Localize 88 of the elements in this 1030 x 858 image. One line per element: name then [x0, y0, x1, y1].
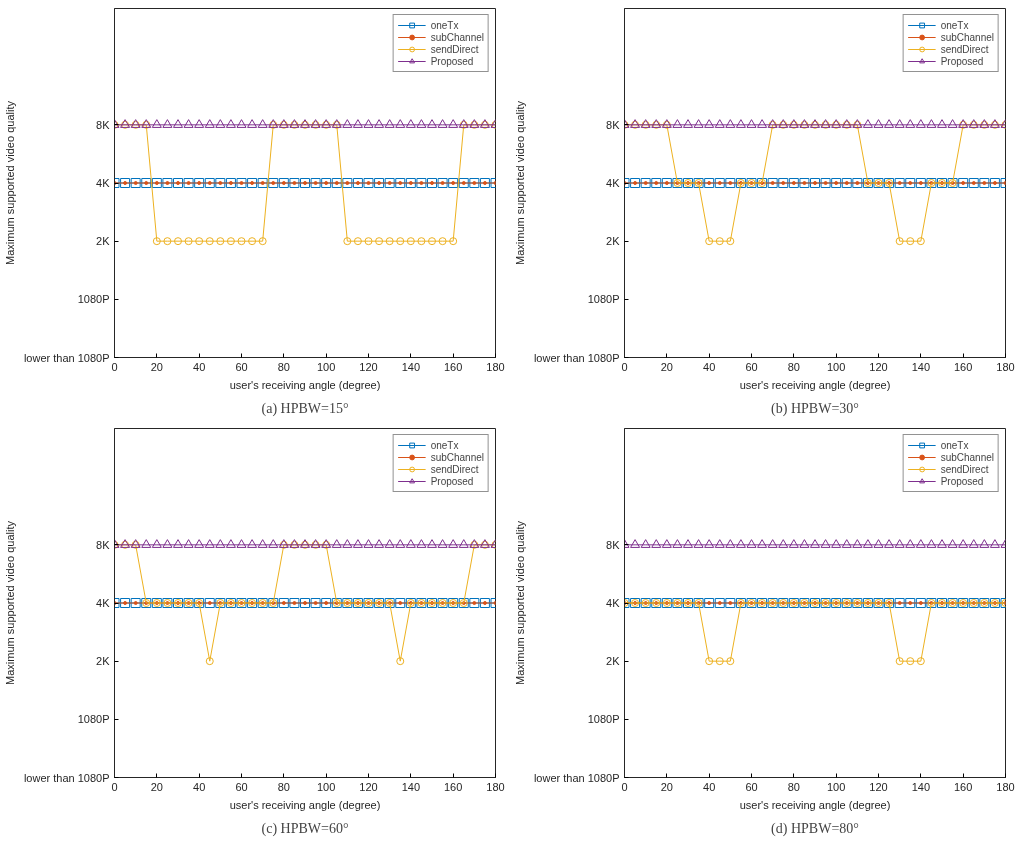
legend-label: Proposed — [430, 55, 474, 67]
x-tick-label: 0 — [621, 360, 628, 373]
x-tick-label: 60 — [745, 780, 758, 793]
x-tick-label: 160 — [953, 780, 973, 793]
category-label: 4K — [606, 177, 620, 189]
x-axis-title: user's receiving angle (degree) — [739, 798, 891, 811]
category-label: 8K — [96, 538, 110, 551]
x-tick-label: 180 — [996, 360, 1015, 373]
y-axis-title: Maximum supported video quality — [3, 520, 16, 685]
legend-label: oneTx — [940, 19, 969, 31]
x-tick-label: 40 — [703, 780, 716, 793]
category-label: lower than 1080P — [23, 351, 110, 364]
legend-label: sendDirect — [940, 463, 989, 475]
category-label: 8K — [96, 118, 110, 131]
x-tick-label: 100 — [826, 780, 846, 793]
x-tick-label: 120 — [359, 360, 378, 373]
x-tick-label: 140 — [911, 780, 931, 793]
x-axis-title: user's receiving angle (degree) — [229, 798, 381, 811]
category-label: lower than 1080P — [533, 351, 620, 364]
category-label: 4K — [96, 597, 110, 609]
category-label: lower than 1080P — [533, 771, 620, 784]
x-tick-label: 180 — [486, 360, 505, 373]
x-tick-label: 20 — [660, 780, 673, 793]
x-tick-label: 140 — [401, 780, 421, 793]
x-tick-label: 40 — [193, 360, 206, 373]
x-tick-label: 20 — [150, 360, 163, 373]
x-tick-label: 60 — [745, 360, 758, 373]
x-tick-label: 20 — [660, 360, 673, 373]
x-tick-label: 120 — [359, 780, 378, 793]
legend-label: oneTx — [430, 19, 459, 31]
legend-label: subChannel — [430, 451, 484, 463]
category-label: 1080P — [77, 293, 110, 306]
x-tick-label: 80 — [787, 360, 800, 373]
x-tick-label: 100 — [826, 360, 846, 373]
legend-label: Proposed — [430, 475, 474, 487]
y-axis-title: Maximum supported video quality — [3, 100, 16, 265]
category-label: 2K — [96, 655, 110, 668]
x-tick-label: 140 — [911, 360, 931, 373]
x-tick-label: 180 — [996, 780, 1015, 793]
x-axis-title: user's receiving angle (degree) — [739, 378, 891, 391]
x-tick-label: 100 — [316, 780, 336, 793]
x-tick-label: 80 — [277, 360, 290, 373]
legend-label: subChannel — [430, 31, 484, 43]
category-label: 2K — [96, 235, 110, 248]
category-label: lower than 1080P — [23, 771, 110, 784]
x-tick-label: 60 — [235, 360, 248, 373]
x-tick-label: 40 — [703, 360, 716, 373]
category-label: 8K — [606, 118, 620, 131]
category-label: 4K — [96, 177, 110, 189]
x-axis-title: user's receiving angle (degree) — [229, 378, 381, 391]
x-tick-label: 80 — [787, 780, 800, 793]
y-axis-title: Maximum supported video quality — [513, 100, 526, 265]
category-label: 1080P — [587, 293, 620, 306]
x-tick-label: 160 — [443, 780, 463, 793]
x-tick-label: 180 — [486, 780, 505, 793]
category-label: 2K — [606, 235, 620, 248]
text: (c) HPBW=60° — [261, 820, 349, 837]
y-axis-title: Maximum supported video quality — [513, 520, 526, 685]
x-tick-label: 120 — [869, 360, 888, 373]
text: (d) HPBW=80° — [771, 820, 859, 837]
category-label: 4K — [606, 597, 620, 609]
x-tick-label: 140 — [401, 360, 421, 373]
x-tick-label: 160 — [443, 360, 463, 373]
x-tick-label: 100 — [316, 360, 336, 373]
x-tick-label: 0 — [111, 780, 118, 793]
legend-label: subChannel — [940, 451, 994, 463]
x-tick-label: 60 — [235, 780, 248, 793]
legend-label: subChannel — [940, 31, 994, 43]
legend-label: sendDirect — [940, 43, 989, 55]
category-label: 1080P — [587, 713, 620, 726]
x-tick-label: 20 — [150, 780, 163, 793]
category-label: 8K — [606, 538, 620, 551]
x-tick-label: 80 — [277, 780, 290, 793]
category-label: 2K — [606, 655, 620, 668]
x-tick-label: 160 — [953, 360, 973, 373]
text: (a) HPBW=15° — [261, 400, 349, 417]
x-tick-label: 120 — [869, 780, 888, 793]
legend-label: Proposed — [940, 475, 984, 487]
legend-label: oneTx — [940, 439, 969, 451]
legend-label: oneTx — [430, 439, 459, 451]
x-tick-label: 40 — [193, 780, 206, 793]
legend-label: sendDirect — [430, 43, 479, 55]
legend-label: Proposed — [940, 55, 984, 67]
x-tick-label: 0 — [111, 360, 118, 373]
x-tick-label: 0 — [621, 780, 628, 793]
category-label: 1080P — [77, 713, 110, 726]
legend-label: sendDirect — [430, 463, 479, 475]
text: (b) HPBW=30° — [771, 400, 859, 417]
